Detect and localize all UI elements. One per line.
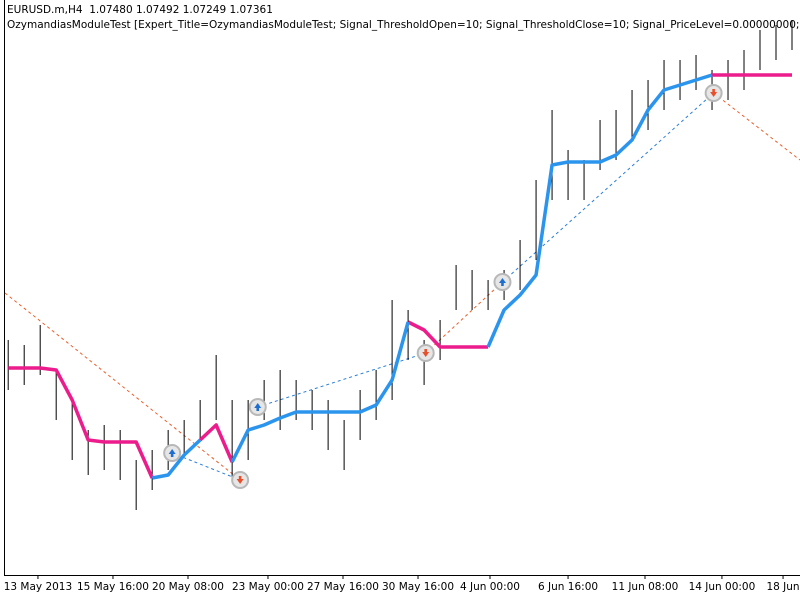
trade-line <box>502 92 714 283</box>
plot-area <box>4 20 800 510</box>
signal-marker <box>416 344 435 362</box>
x-tick-label: 15 May 16:00 <box>77 581 149 593</box>
indicator-line <box>198 423 234 463</box>
x-tick-label: 4 Jun 00:00 <box>460 581 520 593</box>
trade-line <box>257 352 426 408</box>
signal-arrow <box>498 278 506 286</box>
indicator-line <box>407 320 489 349</box>
x-tick-label: 30 May 16:00 <box>382 581 454 593</box>
x-tick-label: 27 May 16:00 <box>307 581 379 593</box>
signal-marker <box>248 398 267 416</box>
signal-arrow <box>710 89 718 97</box>
x-tick-label: 18 Jun <box>766 581 799 593</box>
signal-marker <box>493 273 512 291</box>
chart-title: EURUSD.m,H4 1.07480 1.07492 1.07249 1.07… <box>7 4 273 16</box>
x-tick-label: 6 Jun 16:00 <box>538 581 598 593</box>
x-tick-label: 20 May 08:00 <box>152 581 224 593</box>
trade-line <box>4 292 241 481</box>
signal-marker <box>163 444 182 462</box>
x-tick-label: 13 May 2013 <box>4 581 72 593</box>
indicator-line <box>230 321 410 463</box>
x-tick-label: 23 May 00:00 <box>232 581 304 593</box>
signal-marker <box>231 471 250 489</box>
x-tick-label: 11 Jun 08:00 <box>612 581 679 593</box>
signal-marker <box>704 84 723 102</box>
x-tick-label: 14 Jun 00:00 <box>689 581 756 593</box>
signal-arrow <box>236 476 244 484</box>
chart-subtitle: OzymandiasModuleTest [Expert_Title=Ozyma… <box>7 19 800 31</box>
trade-line <box>713 92 800 161</box>
indicator-line <box>151 438 202 480</box>
indicator-line <box>8 366 154 479</box>
signal-arrow <box>422 349 430 357</box>
indicator-line <box>486 73 713 348</box>
signal-arrow <box>254 403 262 411</box>
signal-arrow <box>168 449 176 457</box>
